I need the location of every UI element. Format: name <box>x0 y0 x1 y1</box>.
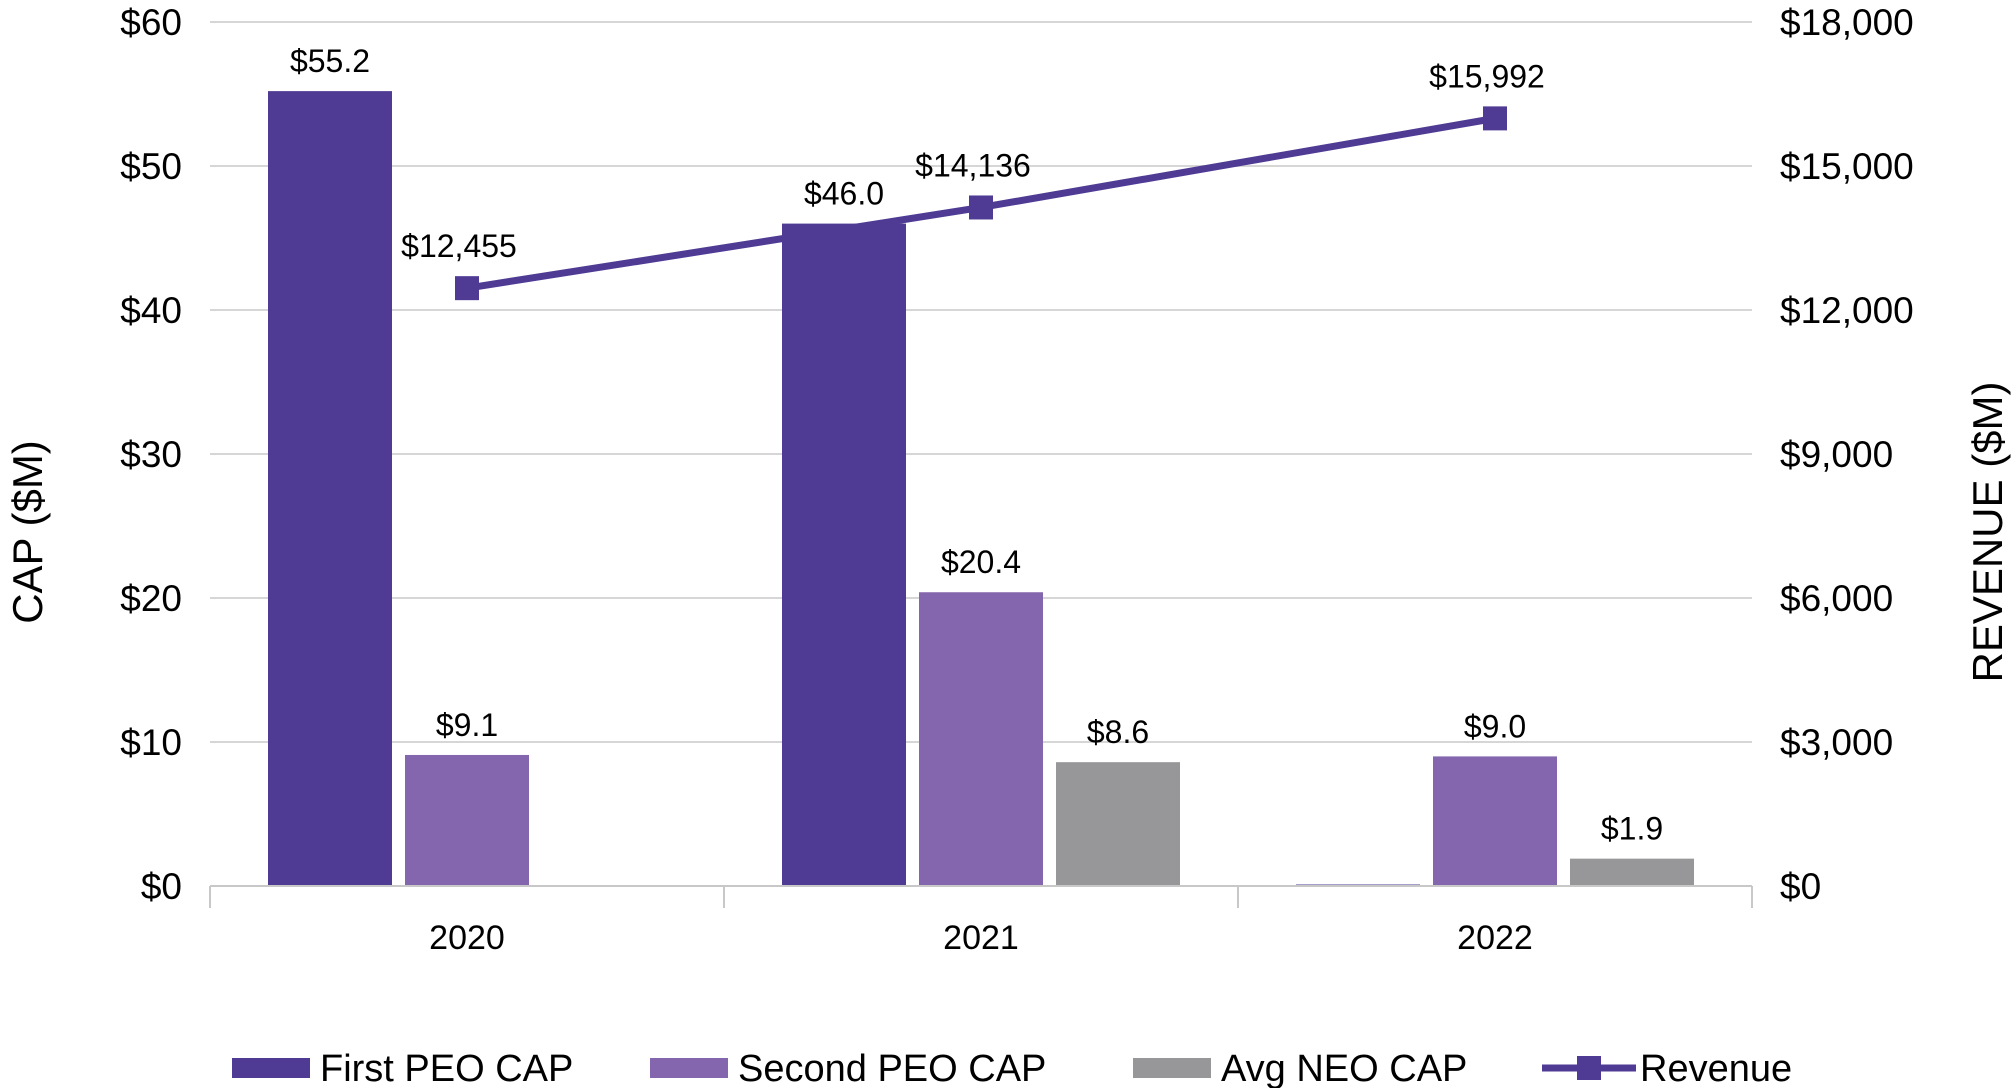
y-tick-label: $0 <box>141 866 182 907</box>
x-tick-label: 2020 <box>429 919 505 957</box>
legend-swatch <box>232 1058 310 1078</box>
x-tick-label: 2022 <box>1457 919 1533 957</box>
legend-marker <box>1577 1056 1601 1080</box>
bar <box>1433 756 1557 886</box>
y2-tick-label: $9,000 <box>1780 434 1893 475</box>
y-tick-label: $60 <box>120 2 182 43</box>
revenue-point <box>455 276 479 301</box>
legend-label: Avg NEO CAP <box>1221 1048 1467 1088</box>
y2-tick-label: $3,000 <box>1780 722 1893 763</box>
tick-labels: $0 $0 $10 $3,000 $20 $6,000 $30 $9,000 $40 $12,00… <box>120 2 1913 957</box>
bar-value-label: $9.0 <box>1464 708 1526 744</box>
revenue-point <box>1483 106 1507 131</box>
bar <box>268 91 392 887</box>
bar-value-label: $9.1 <box>436 707 498 743</box>
y-tick-label: $20 <box>120 578 182 619</box>
bar-value-label: $55.2 <box>290 43 370 79</box>
gridlines <box>210 21 1752 743</box>
bar-value-label: $20.4 <box>941 544 1021 580</box>
revenue-line <box>455 106 1507 301</box>
bar <box>782 223 906 887</box>
bar-value-label: $8.6 <box>1087 714 1149 750</box>
revenue-value-label: $14,136 <box>915 147 1031 183</box>
y-tick-label: $30 <box>120 434 182 475</box>
revenue-value-label: $15,992 <box>1429 58 1545 94</box>
x-tick-label: 2021 <box>943 919 1019 957</box>
y-axis-title: CAP ($M) <box>4 440 51 624</box>
y2-tick-label: $12,000 <box>1780 290 1914 331</box>
y-tick-label: $50 <box>120 146 182 187</box>
revenue-value-label: $12,455 <box>401 228 517 264</box>
axes <box>209 885 1753 908</box>
y2-tick-label: $18,000 <box>1780 2 1914 43</box>
y-tick-label: $40 <box>120 290 182 331</box>
legend: First PEO CAP Second PEO CAP Avg NEO CAP Re… <box>232 1048 1792 1088</box>
legend-swatch <box>650 1058 728 1078</box>
y-tick-label: $10 <box>120 722 182 763</box>
legend-swatch <box>1133 1058 1211 1078</box>
legend-label: Revenue <box>1640 1048 1792 1088</box>
y2-axis-title: REVENUE ($M) <box>1964 381 2011 682</box>
y2-tick-label: $6,000 <box>1780 578 1893 619</box>
bar <box>1056 762 1180 886</box>
bar-value-label: $46.0 <box>804 176 884 212</box>
bar <box>405 754 529 886</box>
revenue-point <box>969 195 993 220</box>
bar <box>1570 858 1694 886</box>
data-labels: $55.2 $46.0 $9.1 $20.4 $9.0 $8.6 $1.9 $12,455 $1… <box>290 43 1663 847</box>
bar-value-label: $1.9 <box>1601 811 1663 847</box>
legend-label: Second PEO CAP <box>738 1048 1046 1088</box>
y2-tick-label: $15,000 <box>1780 146 1914 187</box>
bar <box>919 592 1043 886</box>
legend-label: First PEO CAP <box>320 1048 573 1088</box>
y2-tick-label: $0 <box>1780 866 1821 907</box>
bars <box>268 91 1694 887</box>
